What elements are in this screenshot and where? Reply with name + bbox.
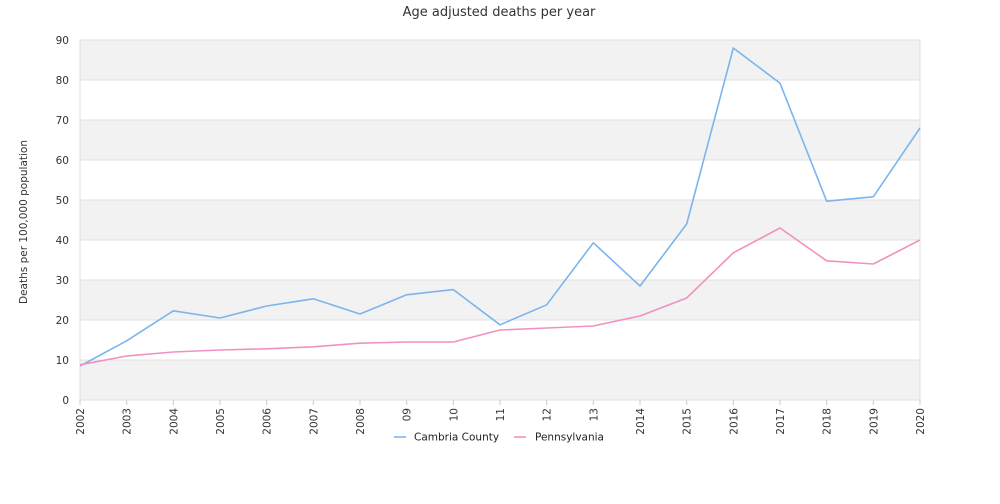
x-tick-label: 13 xyxy=(588,408,600,421)
x-tick-label: 2003 xyxy=(122,408,134,435)
y-tick-label: 80 xyxy=(56,75,69,87)
plot-band xyxy=(80,200,920,240)
x-tick-label: 2018 xyxy=(822,408,834,435)
x-tick-label: 2006 xyxy=(262,408,274,435)
y-tick-label: 60 xyxy=(56,155,69,167)
y-tick-label: 30 xyxy=(56,275,69,287)
plot-band xyxy=(80,280,920,320)
y-axis-ticks: 0 10 20 30 40 50 60 70 80 90 xyxy=(56,35,69,407)
plot-band xyxy=(80,40,920,80)
y-tick-label: 20 xyxy=(56,315,69,327)
x-tick-label: 11 xyxy=(495,408,507,421)
chart-title: Age adjusted deaths per year xyxy=(403,5,596,20)
y-tick-label: 40 xyxy=(56,235,69,247)
x-tick-label: 2004 xyxy=(168,408,180,435)
x-axis-ticks: 2002 2003 2004 2005 2006 2007 2008 09 10 11 12 13 20… xyxy=(75,400,927,435)
x-tick-label: 12 xyxy=(542,408,554,421)
x-tick-label: 2007 xyxy=(308,408,320,435)
y-tick-label: 0 xyxy=(62,395,69,407)
legend-item[interactable]: Pennsylvania xyxy=(514,432,604,444)
legend: Cambria County Pennsylvania xyxy=(394,432,604,444)
gridlines xyxy=(79,39,921,401)
y-tick-label: 70 xyxy=(56,115,69,127)
plot-background-bands xyxy=(80,40,920,400)
y-tick-label: 10 xyxy=(56,355,69,367)
x-tick-label: 2008 xyxy=(355,408,367,435)
x-tick-label: 09 xyxy=(402,408,414,421)
series-line-0 xyxy=(79,47,921,367)
y-tick-label: 50 xyxy=(56,195,69,207)
series-lines xyxy=(79,47,921,367)
x-tick-label: 10 xyxy=(448,408,460,421)
series-line-1 xyxy=(79,227,921,366)
x-tick-label: 2014 xyxy=(635,408,647,435)
y-tick-label: 90 xyxy=(56,35,69,47)
legend-item[interactable]: Cambria County xyxy=(394,432,499,444)
legend-label: Pennsylvania xyxy=(535,432,604,444)
x-tick-label: 2017 xyxy=(775,408,787,435)
legend-label: Cambria County xyxy=(414,432,499,444)
plot-band xyxy=(80,120,920,160)
y-axis-label: Deaths per 100,000 population xyxy=(18,140,30,304)
x-tick-label: 2020 xyxy=(915,408,927,435)
x-tick-label: 2005 xyxy=(215,408,227,435)
x-tick-label: 2015 xyxy=(682,408,694,435)
x-tick-label: 2019 xyxy=(868,408,880,435)
x-tick-label: 2016 xyxy=(728,408,740,435)
plot-band xyxy=(80,360,920,400)
x-tick-label: 2002 xyxy=(75,408,87,435)
